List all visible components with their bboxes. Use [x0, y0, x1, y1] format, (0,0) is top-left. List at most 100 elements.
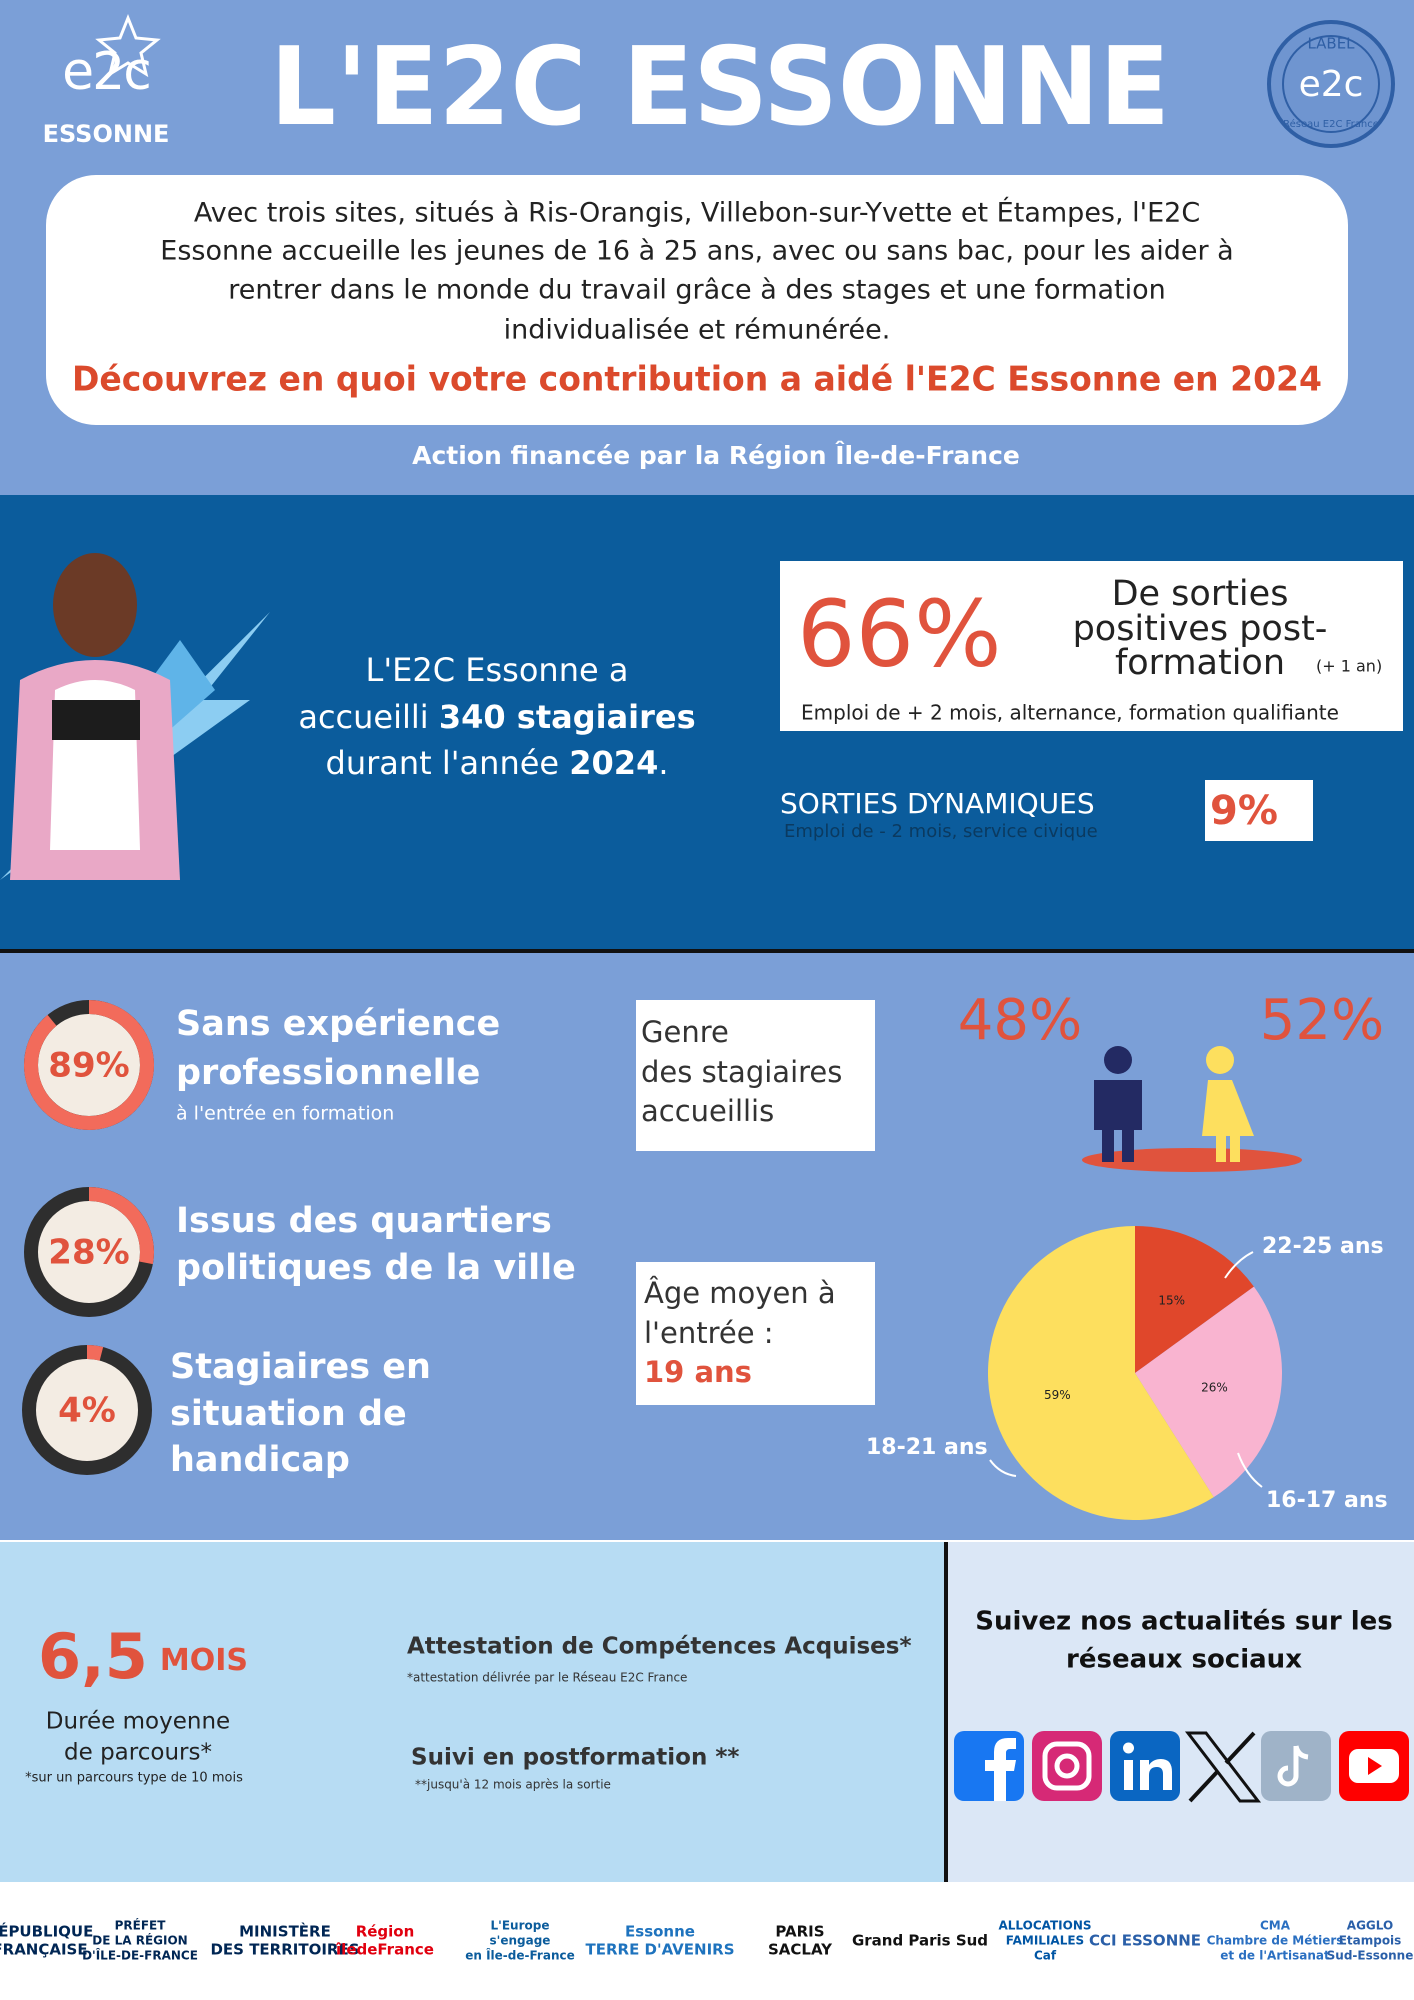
journey-bg — [0, 1542, 946, 1882]
ring-fill — [31, 1194, 147, 1310]
intro-line: rentrer dans le monde du travail grâce à… — [228, 275, 1166, 306]
linkedin-glyph — [1140, 1759, 1172, 1790]
pie-slice — [1135, 1286, 1282, 1498]
dynamic-exits-value: 9% — [1210, 788, 1278, 834]
gender-title: Genre — [641, 1015, 729, 1049]
partner-name: RÉPUBLIQUE — [0, 1922, 93, 1941]
duration-unit: MOIS — [160, 1643, 248, 1678]
partner-name: ALLOCATIONS — [998, 1919, 1091, 1933]
partner-name: îledeFrance — [335, 1941, 434, 1959]
partner-name: et de l'Artisanat — [1220, 1949, 1330, 1963]
tiktok-glyph — [1277, 1746, 1299, 1787]
ring-arc — [88, 1187, 154, 1265]
profile-title: situation de — [170, 1394, 407, 1434]
profile-title: professionnelle — [176, 1053, 480, 1093]
partner-name: Chambre de Métiers — [1207, 1934, 1344, 1948]
x-glyph — [1224, 1731, 1256, 1765]
partner-name: DE LA RÉGION — [92, 1933, 187, 1948]
age-title: l'entrée : — [644, 1316, 774, 1350]
profile-title: Sans expérience — [176, 1004, 500, 1044]
age-average: 19 ans — [644, 1355, 752, 1389]
highlight: Découvrez en quoi votre contribution a a… — [72, 360, 1322, 400]
welcome-part: durant l'année — [326, 744, 570, 782]
gender-box — [636, 1000, 875, 1151]
duration: 6,5 MOIS — [38, 1620, 248, 1693]
partner-name: PRÉFET — [115, 1918, 167, 1933]
welcome-line: durant l'année 2024. — [326, 744, 669, 782]
partner-name: AGGLO — [1347, 1919, 1393, 1933]
badge-top: LABEL — [1307, 35, 1355, 53]
pie-category-label: 16-17 ans — [1266, 1488, 1388, 1513]
positive-exits-value: 66% — [797, 580, 1001, 687]
duration-note: *sur un parcours type de 10 mois — [25, 1771, 243, 1786]
badge-ring — [1267, 20, 1395, 148]
positive-exits-note: (+ 1 an) — [1316, 657, 1382, 676]
partner-name: L'Europe — [491, 1919, 550, 1933]
welcome-line: accueilli 340 stagiaires — [298, 698, 695, 736]
partner-name: D'ÎLE-DE-FRANCE — [82, 1948, 198, 1963]
pie-slice — [988, 1226, 1214, 1520]
pie-pointer — [989, 1459, 1017, 1477]
welcome-part: 2024 — [569, 744, 658, 782]
duration-line: de parcours* — [64, 1740, 212, 1766]
welcome-illustration — [0, 553, 270, 880]
intro-line: Avec trois sites, situés à Ris-Orangis, … — [194, 197, 1200, 229]
pie-value-label: 15% — [1158, 1293, 1185, 1307]
instagram-glyph — [1054, 1753, 1080, 1779]
social-title: réseaux sociaux — [1066, 1645, 1302, 1675]
x-icon[interactable] — [1184, 1731, 1262, 1803]
ring-label: 89% — [48, 1046, 129, 1086]
linkedin-glyph — [1123, 1742, 1134, 1754]
youtube-glyph — [1368, 1757, 1382, 1775]
social-icons — [954, 1731, 1409, 1803]
partner-name: MINISTÈRE — [239, 1922, 331, 1941]
logo-mark: e2c — [62, 42, 150, 102]
profile-title: handicap — [170, 1440, 350, 1480]
gender-men: 48% — [958, 988, 1082, 1053]
social-title: Suivez nos actualités sur les — [975, 1607, 1393, 1637]
positive-exits-detail: Emploi de + 2 mois, alternance, formatio… — [801, 701, 1339, 725]
gender-title: accueillis — [641, 1094, 774, 1128]
person-top — [52, 700, 140, 740]
logo-star — [95, 13, 161, 78]
duration-line: Durée moyenne — [46, 1709, 230, 1735]
ring-arc — [24, 1000, 154, 1130]
partner-name: Sud-Essonne — [1327, 1949, 1414, 1963]
page-title: L'E2C ESSONNE — [270, 25, 1170, 150]
profile-title: politiques de la ville — [176, 1248, 576, 1288]
woman-head — [1206, 1046, 1234, 1074]
partner-name: en Île-de-France — [465, 1948, 575, 1963]
dynamic-exits-box — [1205, 780, 1313, 841]
partner-name: PARIS — [775, 1923, 824, 1941]
ring-label: 28% — [48, 1233, 129, 1273]
certificate-note: *attestation délivrée par le Réseau E2C … — [407, 1671, 687, 1685]
positive-exits-box — [780, 561, 1403, 731]
ring-arc — [86, 1344, 104, 1361]
pie-category-label: 22-25 ans — [1262, 1234, 1384, 1259]
welcome-part: L'E2C Essonne a — [366, 651, 629, 689]
ring-fill — [29, 1352, 145, 1468]
positive-exits-title: De sorties — [1112, 574, 1289, 614]
partner-name: TERRE D'AVENIRS — [585, 1941, 734, 1959]
welcome-part: 340 stagiaires — [439, 698, 696, 736]
dynamic-exits-detail: Emploi de - 2 mois, service civique — [784, 821, 1098, 842]
partner-name: FRANÇAISE — [0, 1941, 88, 1959]
welcome-part: accueilli — [298, 698, 439, 736]
partner-name: SACLAY — [768, 1941, 833, 1959]
gender-figures — [1082, 1046, 1302, 1172]
positive-exits-title: formation — [1115, 643, 1285, 683]
partner-name: Caf — [1034, 1949, 1057, 1963]
badge-bottom: Réseau E2C France — [1283, 118, 1379, 130]
pie-value-label: 26% — [1201, 1381, 1228, 1395]
tiktok-glyph — [1293, 1745, 1309, 1760]
welcome-line: L'E2C Essonne a — [366, 651, 629, 689]
partner-name: CCI ESSONNE — [1089, 1932, 1201, 1950]
pie-pointer — [1237, 1452, 1263, 1488]
x-glyph — [1184, 1731, 1262, 1803]
profile-title: Stagiaires en — [170, 1347, 431, 1387]
pie-category-label: 18-21 ans — [866, 1435, 988, 1460]
logo — [95, 13, 161, 78]
man-head — [1104, 1046, 1132, 1074]
follow-up: Suivi en postformation ** — [411, 1745, 739, 1771]
